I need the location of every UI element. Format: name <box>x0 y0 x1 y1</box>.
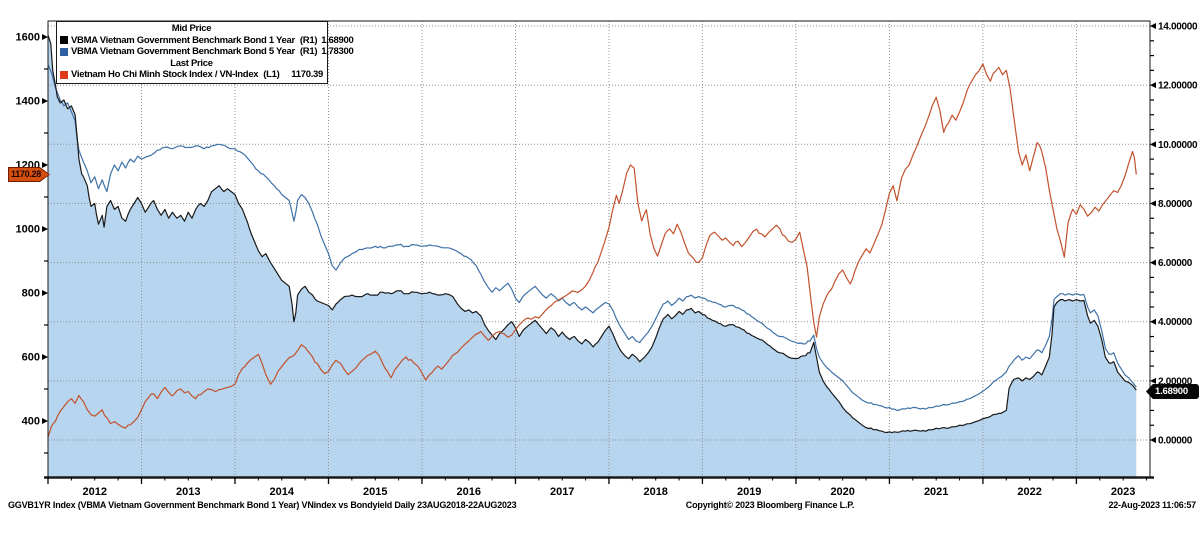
gridlines <box>48 21 1150 477</box>
svg-text:6.00000: 6.00000 <box>1158 258 1193 269</box>
legend-header-last-price: Last Price <box>170 57 213 69</box>
svg-text:2020: 2020 <box>830 486 854 498</box>
legend-row-bond-5y[interactable]: VBMA Vietnam Government Benchmark Bond 5… <box>60 46 354 58</box>
svg-text:2019: 2019 <box>737 486 761 498</box>
svg-text:8.00000: 8.00000 <box>1158 199 1193 210</box>
bond-5y-mid-price: 1.78300 <box>321 46 354 57</box>
legend-header-mid-price: Mid Price <box>171 23 212 34</box>
bond-1y-swatch-icon <box>60 36 68 45</box>
svg-text:2014: 2014 <box>269 486 294 498</box>
svg-text:400: 400 <box>22 416 40 428</box>
chart-description: GGVB1YR Index (VBMA Vietnam Government B… <box>8 500 517 510</box>
right-axis-labels: 14.00000 12.00000 10.00000 8.00000 6.00000 4.… <box>1150 22 1198 447</box>
bond-5y-scale-tag: (R1) <box>299 46 318 57</box>
svg-text:2012: 2012 <box>83 486 107 498</box>
svg-text:2021: 2021 <box>924 486 948 498</box>
vnindex-label: Vietnam Ho Chi Minh Stock Index / VN-Ind… <box>71 69 259 80</box>
area-fill-bond-1y <box>48 34 1137 478</box>
svg-text:2016: 2016 <box>456 486 480 498</box>
svg-text:2018: 2018 <box>643 486 667 498</box>
series-line-bond-5y <box>47 64 1137 412</box>
svg-text:12.00000: 12.00000 <box>1158 81 1198 92</box>
svg-text:4.00000: 4.00000 <box>1158 317 1193 328</box>
vnindex-last-price: 1170.39 <box>291 69 323 80</box>
bond-1y-scale-tag: (R1) <box>299 34 318 46</box>
timestamp: 22-Aug-2023 11:06:57 <box>1108 500 1196 510</box>
svg-text:1600: 1600 <box>16 32 40 44</box>
bond-1y-mid-price: 1.68900 <box>321 34 354 46</box>
svg-text:1400: 1400 <box>16 96 40 108</box>
svg-text:10.00000: 10.00000 <box>1158 140 1198 151</box>
svg-text:800: 800 <box>22 288 40 300</box>
bond-1y-label: VBMA Vietnam Government Benchmark Bond 1… <box>71 34 295 46</box>
bond-1y-axis-price-badge: 1.68900 <box>1146 384 1199 399</box>
x-axis-labels: 2012 2013 2014 2015 2016 2017 2018 2019 2020 2021… <box>47 477 1148 498</box>
copyright-notice: Copyright© 2023 Bloomberg Finance L.P. <box>685 500 855 510</box>
vnindex-axis-price-badge: 1170.28 <box>8 167 50 182</box>
bond-5y-label: VBMA Vietnam Government Benchmark Bond 5… <box>71 46 295 57</box>
series-line-vnindex <box>47 63 1137 438</box>
vnindex-scale-tag: (L1) <box>263 69 280 80</box>
svg-text:2.00000: 2.00000 <box>1158 376 1193 387</box>
series-line-bond-1y <box>47 34 1137 434</box>
svg-text:2015: 2015 <box>363 486 387 498</box>
vnindex-swatch-icon <box>60 70 68 79</box>
svg-text:600: 600 <box>22 352 40 364</box>
legend-row-bond-1y[interactable]: VBMA Vietnam Government Benchmark Bond 1… <box>60 34 354 47</box>
svg-text:1000: 1000 <box>16 224 40 236</box>
svg-text:14.00000: 14.00000 <box>1158 22 1198 33</box>
svg-text:2017: 2017 <box>550 486 574 498</box>
vnindex-axis-price-value: 1170.28 <box>9 168 49 181</box>
bond-5y-swatch-icon <box>60 47 68 56</box>
svg-text:2022: 2022 <box>1017 486 1041 498</box>
legend-box: Mid Price VBMA Vietnam Government Benchm… <box>56 21 354 84</box>
svg-text:2013: 2013 <box>176 486 200 498</box>
plot-frame <box>44 20 1154 479</box>
legend-row-vnindex[interactable]: Vietnam Ho Chi Minh Stock Index / VN-Ind… <box>60 69 323 81</box>
svg-text:0.00000: 0.00000 <box>1158 436 1193 447</box>
svg-text:2023: 2023 <box>1111 486 1135 498</box>
